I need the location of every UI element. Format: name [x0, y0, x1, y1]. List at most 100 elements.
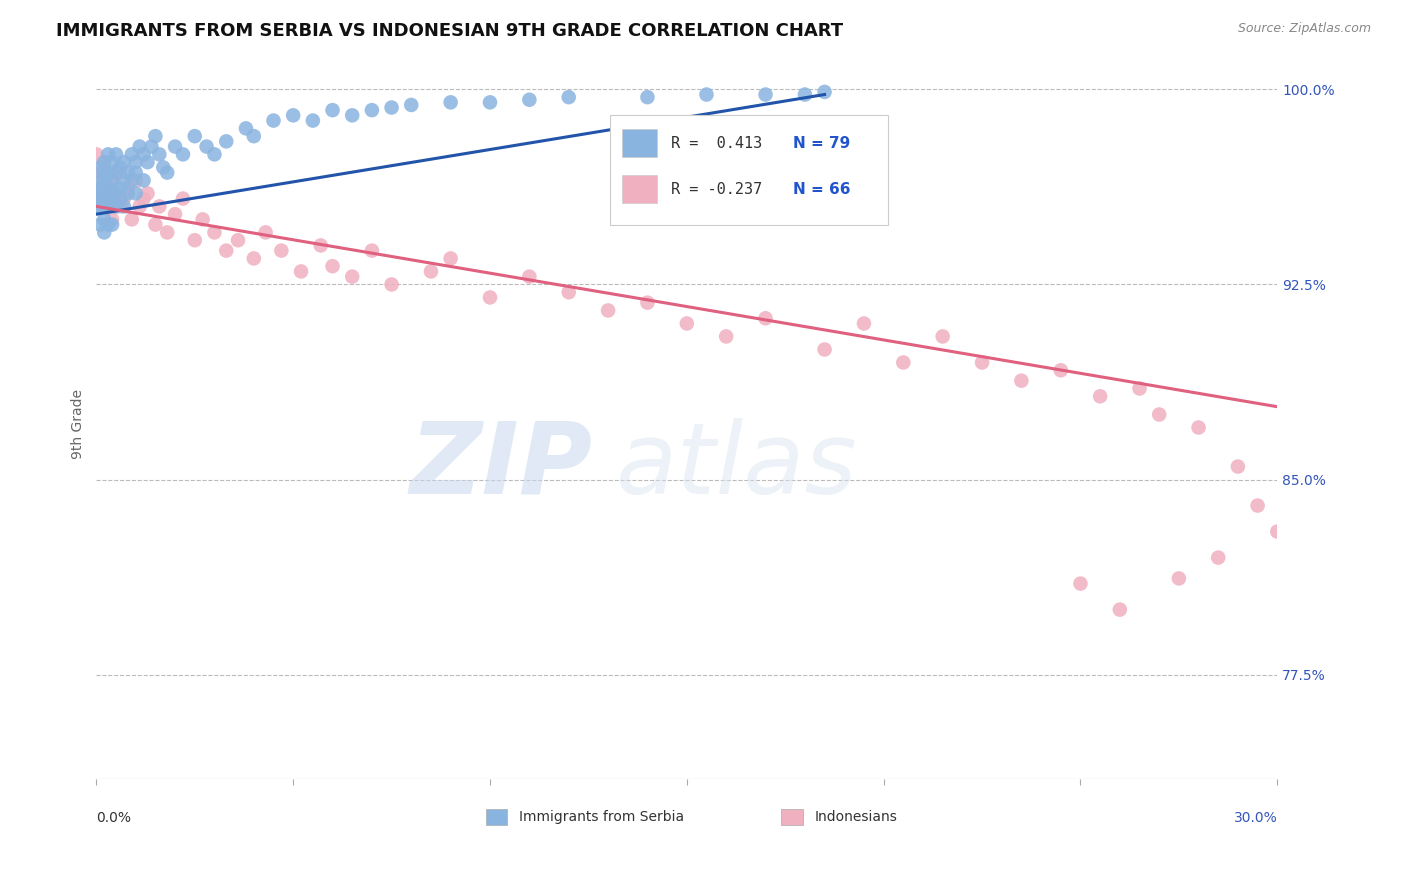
Point — [243, 252, 266, 266]
Point — [852, 317, 875, 331]
Point — [101, 218, 124, 232]
Point — [322, 103, 344, 117]
Point — [132, 173, 155, 187]
Point — [1128, 382, 1150, 396]
Point — [215, 244, 238, 258]
Point — [132, 192, 155, 206]
Point — [101, 186, 124, 201]
Point — [101, 212, 124, 227]
Point — [1187, 420, 1209, 434]
Point — [108, 181, 131, 195]
Point — [243, 129, 266, 144]
Point — [754, 311, 776, 326]
Text: N = 66: N = 66 — [793, 182, 851, 197]
Point — [145, 218, 167, 232]
Point — [381, 277, 404, 292]
Point — [93, 212, 115, 227]
Point — [108, 192, 131, 206]
Point — [97, 192, 120, 206]
Point — [148, 147, 170, 161]
Point — [156, 226, 179, 240]
Point — [105, 186, 128, 201]
Point — [97, 181, 120, 195]
Bar — [621, 128, 657, 157]
Point — [1167, 571, 1189, 585]
Point — [636, 295, 658, 310]
Point — [596, 303, 619, 318]
Point — [93, 226, 115, 240]
Point — [125, 155, 148, 169]
Point — [89, 165, 111, 179]
Point — [128, 139, 150, 153]
Point — [93, 181, 115, 195]
Text: 0.0%: 0.0% — [97, 811, 131, 825]
Text: Indonesians: Indonesians — [814, 810, 897, 824]
Bar — [621, 175, 657, 203]
Point — [381, 101, 404, 115]
Point — [254, 226, 277, 240]
Point — [695, 87, 717, 102]
Point — [93, 199, 115, 213]
Point — [322, 259, 344, 273]
Point — [235, 121, 257, 136]
Point — [1049, 363, 1071, 377]
Point — [191, 212, 214, 227]
Point — [125, 173, 148, 187]
Bar — [486, 809, 508, 825]
Point — [793, 87, 815, 102]
Point — [302, 113, 325, 128]
Point — [204, 147, 226, 161]
Point — [1069, 576, 1091, 591]
Point — [636, 90, 658, 104]
Point — [108, 161, 131, 175]
Point — [1265, 524, 1288, 539]
Point — [132, 147, 155, 161]
Point — [813, 343, 835, 357]
Point — [440, 252, 463, 266]
Point — [112, 192, 135, 206]
Text: atlas: atlas — [616, 417, 858, 515]
Point — [172, 147, 194, 161]
Point — [101, 173, 124, 187]
Point — [226, 233, 249, 247]
Point — [117, 181, 139, 195]
Point — [263, 113, 285, 128]
Point — [557, 90, 579, 104]
Point — [89, 186, 111, 201]
Point — [121, 147, 143, 161]
Point — [89, 192, 111, 206]
Point — [479, 95, 502, 110]
Point — [97, 181, 120, 195]
Point — [517, 269, 540, 284]
Point — [93, 165, 115, 179]
Point — [97, 218, 120, 232]
Point — [141, 139, 163, 153]
Point — [714, 329, 737, 343]
Point — [86, 186, 108, 201]
Point — [361, 244, 384, 258]
Point — [128, 199, 150, 213]
Point — [105, 165, 128, 179]
Point — [165, 139, 187, 153]
Point — [89, 181, 111, 195]
FancyBboxPatch shape — [610, 115, 887, 225]
Point — [121, 212, 143, 227]
Point — [89, 161, 111, 175]
Text: ZIP: ZIP — [409, 417, 592, 515]
Point — [309, 238, 332, 252]
Point — [270, 244, 292, 258]
Point — [517, 93, 540, 107]
Point — [117, 165, 139, 179]
Y-axis label: 9th Grade: 9th Grade — [72, 389, 86, 458]
Point — [93, 192, 115, 206]
Point — [1108, 602, 1130, 616]
Point — [195, 139, 218, 153]
Point — [145, 129, 167, 144]
Point — [152, 161, 174, 175]
Point — [675, 317, 697, 331]
Text: IMMIGRANTS FROM SERBIA VS INDONESIAN 9TH GRADE CORRELATION CHART: IMMIGRANTS FROM SERBIA VS INDONESIAN 9TH… — [56, 22, 844, 40]
Point — [215, 134, 238, 148]
Text: Immigrants from Serbia: Immigrants from Serbia — [519, 810, 685, 824]
Point — [105, 199, 128, 213]
Point — [401, 98, 423, 112]
